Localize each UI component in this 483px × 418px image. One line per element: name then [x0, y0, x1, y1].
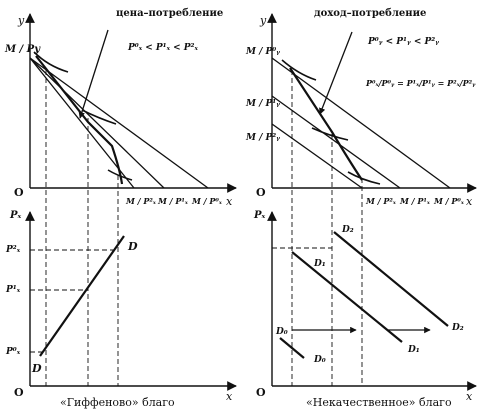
x-intercept-0: M / P⁰ₓ: [433, 196, 465, 206]
price-tick-p0: P⁰ₓ: [5, 347, 21, 357]
budget-line-0: [271, 57, 451, 189]
indifference-curve-3: [107, 169, 133, 181]
giffen-demand-curve: [39, 235, 125, 357]
y-axis-label: Pₓ: [253, 210, 266, 221]
x-intercept-p1: M / P¹ₓ: [157, 196, 189, 206]
x-intercept-p0: M / P⁰ₓ: [191, 196, 223, 206]
x-intercept-2: M / P²ₓ: [365, 196, 397, 206]
y-intercept-1: M / P¹ᵧ: [245, 99, 280, 109]
y-axis-label: Pₓ: [9, 210, 22, 221]
x-axis-label: x: [466, 390, 473, 403]
curve-label-d1-top: D₁: [313, 259, 326, 269]
indifference-curve-3: [347, 171, 381, 185]
demand-label-top: D: [127, 240, 138, 253]
right-top-panel: y x O доход–потребление P⁰ᵧ < P¹ᵧ < P²ᵧ …: [245, 8, 477, 386]
left-bottom-panel: Pₓ x O P²ₓ P¹ₓ P⁰ₓ D D: [5, 210, 237, 403]
budget-line-2: [271, 123, 363, 189]
budget-line-p1: [29, 57, 165, 189]
demand-label-bottom: D: [31, 362, 42, 375]
curve-pointer: [78, 29, 109, 119]
left-top-panel: y x O цена–потребление P⁰ₓ < P¹ₓ < P²ₓ M…: [4, 8, 237, 386]
y-intercept-2: M / P²ᵧ: [245, 133, 280, 143]
y-axis-label: y: [17, 14, 25, 27]
x-axis-label: x: [466, 195, 473, 208]
x-intercept-1: M / P¹ₓ: [399, 196, 431, 206]
budget-line-p0: [29, 57, 209, 189]
y-intercept-label: M / Py: [4, 44, 41, 55]
indifference-curve-2: [81, 109, 117, 125]
price-consumption-curve: [35, 55, 124, 185]
demand-curve-d1: [291, 251, 403, 343]
x-axis-label: x: [226, 390, 233, 403]
left-caption: «Гиффеново» благо: [60, 396, 175, 409]
price-condition: P⁰ᵧ < P¹ᵧ < P²ᵧ: [367, 37, 439, 47]
income-consumption-curve: [289, 67, 363, 181]
price-condition: P⁰ₓ < P¹ₓ < P²ₓ: [127, 43, 199, 53]
x-intercept-p2: M / P²ₓ: [125, 196, 157, 206]
x-axis-label: x: [226, 195, 233, 208]
origin-label: O: [256, 386, 266, 399]
indifference-curve-1: [281, 59, 317, 81]
origin-label: O: [14, 186, 24, 199]
right-caption: «Некачественное» благо: [306, 396, 452, 409]
y-intercept-0: M / P⁰ᵧ: [245, 47, 280, 57]
curve-label-d0-bottom: D₀: [313, 355, 326, 365]
ratio-condition: P⁰ₓ/P⁰ᵧ = P¹ₓ/P¹ᵧ = P²ₓ/P²ᵧ: [365, 78, 476, 88]
demand-curve-d0: [279, 337, 305, 359]
price-tick-p2: P²ₓ: [5, 245, 21, 255]
price-consumption-label: цена–потребление: [116, 8, 223, 19]
origin-label: O: [14, 386, 24, 399]
origin-label: O: [256, 186, 266, 199]
indifference-curve-1: [33, 51, 69, 73]
indifference-curve-2: [311, 127, 349, 141]
curve-label-d2-top: D₂: [341, 225, 354, 235]
curve-label-d2-bottom: D₂: [451, 323, 464, 333]
demand-curve-d2: [333, 231, 449, 327]
price-tick-p1: P¹ₓ: [5, 285, 21, 295]
right-bottom-panel: Pₓ x O D₂ D₁ D₀ D₀ D₁ D₂: [253, 210, 477, 403]
curve-label-d1-bottom: D₁: [407, 345, 420, 355]
y-axis-label: y: [259, 14, 267, 27]
income-consumption-label: доход–потребление: [314, 8, 426, 19]
curve-label-d0-left: D₀: [275, 327, 288, 337]
budget-line-p2: [29, 57, 135, 189]
budget-line-1: [271, 95, 401, 189]
curve-pointer: [319, 31, 353, 115]
